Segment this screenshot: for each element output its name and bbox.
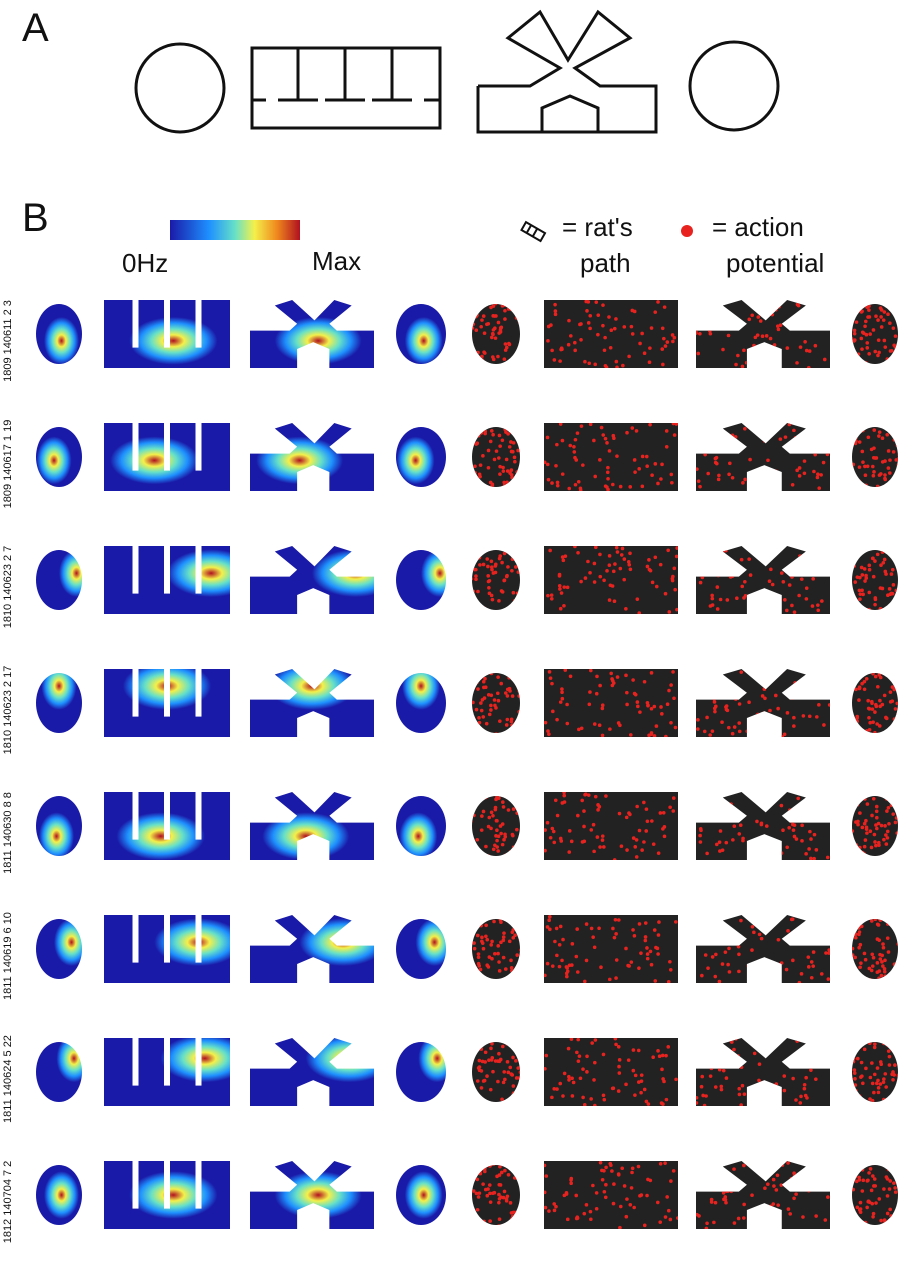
rate-map-hairpin xyxy=(104,792,230,860)
rate-map-hairpin xyxy=(104,300,230,368)
spike-plot-circle xyxy=(852,1165,898,1225)
rate-map-circle xyxy=(36,796,82,856)
rate-map-circle xyxy=(396,1165,446,1225)
spike-plot-y-maze xyxy=(696,423,830,491)
y-maze-outline xyxy=(476,9,658,134)
rate-map-hairpin xyxy=(104,1161,230,1229)
spike-plot-hairpin xyxy=(544,1038,678,1106)
rate-map-circle xyxy=(36,304,82,364)
rate-map-y-maze xyxy=(250,546,374,614)
colorbar xyxy=(170,220,300,240)
spike-plot-circle xyxy=(852,550,898,610)
legend-path-label-2: path xyxy=(580,248,631,278)
rate-map-hairpin xyxy=(104,1038,230,1106)
rate-map-circle xyxy=(36,1165,82,1225)
panel-a-label: A xyxy=(22,6,49,50)
legend-spike-label: = action xyxy=(712,212,804,242)
panel-b-label: B xyxy=(22,196,49,240)
spike-plot-y-maze xyxy=(696,669,830,737)
spike-plot-circle xyxy=(472,550,520,610)
spike-plot-circle xyxy=(852,304,898,364)
spike-dot-icon xyxy=(681,225,693,237)
spike-plot-y-maze xyxy=(696,792,830,860)
rate-map-hairpin xyxy=(104,915,230,983)
rate-map-circle xyxy=(36,1042,82,1102)
spike-plot-circle xyxy=(472,919,520,979)
legend-path-label: = rat's xyxy=(562,212,633,242)
rate-map-circle xyxy=(396,919,446,979)
rate-map-hairpin xyxy=(104,423,230,491)
spike-plot-hairpin xyxy=(544,669,678,737)
spike-plot-hairpin xyxy=(544,915,678,983)
rate-map-circle xyxy=(36,427,82,487)
rate-map-y-maze xyxy=(250,1161,374,1229)
rate-map-y-maze xyxy=(250,300,374,368)
rate-map-circle xyxy=(36,550,82,610)
spike-plot-y-maze xyxy=(696,1161,830,1229)
rate-map-y-maze xyxy=(250,1038,374,1106)
rate-map-circle xyxy=(36,919,82,979)
circle-arena-outline xyxy=(134,42,226,134)
spike-plot-circle xyxy=(472,1165,520,1225)
spike-plot-circle xyxy=(852,673,898,733)
spike-plot-circle xyxy=(472,304,520,364)
spike-plot-circle xyxy=(852,1042,898,1102)
spike-plot-hairpin xyxy=(544,423,678,491)
rate-map-y-maze xyxy=(250,669,374,737)
spike-plot-circle xyxy=(472,427,520,487)
rate-map-y-maze xyxy=(250,423,374,491)
cell-id-label: 1812 140704 7 2 xyxy=(2,1160,14,1244)
rate-map-circle xyxy=(396,304,446,364)
spike-plot-y-maze xyxy=(696,915,830,983)
rate-map-circle xyxy=(396,796,446,856)
rate-map-y-maze xyxy=(250,915,374,983)
spike-plot-circle xyxy=(472,796,520,856)
circle-arena-outline-2 xyxy=(688,40,780,132)
colorbar-high-label: Max xyxy=(312,246,362,276)
spike-plot-y-maze xyxy=(696,546,830,614)
rate-map-circle xyxy=(396,1042,446,1102)
spike-plot-y-maze xyxy=(696,300,830,368)
spike-plot-hairpin xyxy=(544,792,678,860)
rat-icon xyxy=(520,220,547,243)
hairpin-maze-outline xyxy=(250,46,442,130)
spike-plot-hairpin xyxy=(544,546,678,614)
cell-id-label: 1809 140617 1 19 xyxy=(2,419,14,509)
rate-map-circle xyxy=(36,673,82,733)
spike-plot-circle xyxy=(852,919,898,979)
spike-plot-circle xyxy=(472,1042,520,1102)
rate-map-y-maze xyxy=(250,792,374,860)
spike-plot-y-maze xyxy=(696,1038,830,1106)
cell-id-label: 1810 140623 2 17 xyxy=(2,665,14,755)
environment-outlines xyxy=(134,9,780,134)
rate-map-circle xyxy=(396,427,446,487)
cell-id-label: 1811 140619 6 10 xyxy=(2,912,14,1000)
colorbar-low-label: 0Hz xyxy=(122,248,169,278)
rate-map-hairpin xyxy=(104,546,230,614)
rate-map-circle xyxy=(396,550,446,610)
rate-map-hairpin xyxy=(104,669,230,737)
spike-plot-circle xyxy=(852,427,898,487)
rate-map-circle xyxy=(396,673,446,733)
spike-plot-hairpin xyxy=(544,300,678,368)
cell-id-label: 1811 140624 5 22 xyxy=(2,1035,14,1123)
cell-id-label: 1809 140611 2 3 xyxy=(2,300,14,382)
cell-id-label: 1810 140623 2 7 xyxy=(2,545,14,629)
spike-plot-circle xyxy=(852,796,898,856)
cell-id-label: 1811 140630 8 8 xyxy=(2,792,14,874)
spike-plot-circle xyxy=(472,673,520,733)
legend-spike-label-2: potential xyxy=(726,248,825,278)
spike-plot-hairpin xyxy=(544,1161,678,1229)
